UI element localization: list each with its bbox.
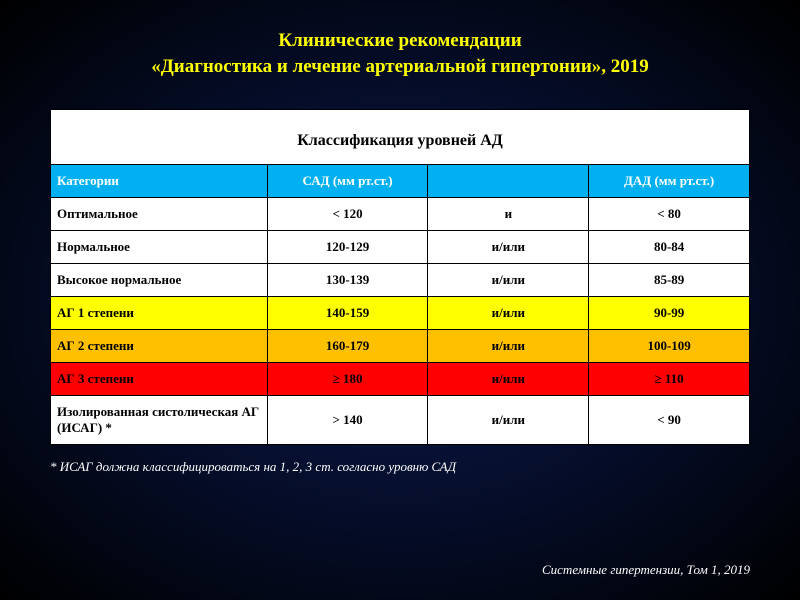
cell-category: Изолированная систолическая АГ (ИСАГ) * bbox=[51, 396, 268, 445]
table-container: Классификация уровней АД Категории САД (… bbox=[50, 109, 750, 445]
cell-sad: 140-159 bbox=[267, 297, 428, 330]
cell-conj: и/или bbox=[428, 396, 589, 445]
cell-category: АГ 1 степени bbox=[51, 297, 268, 330]
cell-category: Высокое нормальное bbox=[51, 264, 268, 297]
cell-dad: < 80 bbox=[589, 198, 750, 231]
cell-sad: 120-129 bbox=[267, 231, 428, 264]
cell-category: Оптимальное bbox=[51, 198, 268, 231]
cell-conj: и/или bbox=[428, 297, 589, 330]
cell-category: Нормальное bbox=[51, 231, 268, 264]
cell-dad: 80-84 bbox=[589, 231, 750, 264]
table-row: АГ 2 степени160-179и/или100-109 bbox=[51, 330, 750, 363]
col-header-conj bbox=[428, 165, 589, 198]
cell-conj: и/или bbox=[428, 264, 589, 297]
table-row: Оптимальное< 120и< 80 bbox=[51, 198, 750, 231]
citation-text: Системные гипертензии, Том 1, 2019 bbox=[542, 562, 750, 578]
col-header-sad: САД (мм рт.ст.) bbox=[267, 165, 428, 198]
cell-conj: и/или bbox=[428, 231, 589, 264]
cell-dad: ≥ 110 bbox=[589, 363, 750, 396]
cell-dad: < 90 bbox=[589, 396, 750, 445]
footnote-text: * ИСАГ должна классифицироваться на 1, 2… bbox=[50, 459, 800, 475]
title-line-1: Клинические рекомендации bbox=[278, 30, 521, 51]
col-header-category: Категории bbox=[51, 165, 268, 198]
cell-category: АГ 2 степени bbox=[51, 330, 268, 363]
cell-sad: ≥ 180 bbox=[267, 363, 428, 396]
table-row: АГ 1 степени140-159и/или90-99 bbox=[51, 297, 750, 330]
cell-category: АГ 3 степени bbox=[51, 363, 268, 396]
table-header-row: Категории САД (мм рт.ст.) ДАД (мм рт.ст.… bbox=[51, 165, 750, 198]
table-title-row: Классификация уровней АД bbox=[51, 110, 750, 165]
table-row: Изолированная систолическая АГ (ИСАГ) *>… bbox=[51, 396, 750, 445]
cell-dad: 85-89 bbox=[589, 264, 750, 297]
slide-title: Клинические рекомендации «Диагностика и … bbox=[0, 0, 800, 79]
table-row: Нормальное120-129и/или80-84 bbox=[51, 231, 750, 264]
bp-classification-table: Классификация уровней АД Категории САД (… bbox=[50, 109, 750, 445]
title-line-2: «Диагностика и лечение артериальной гипе… bbox=[151, 56, 649, 77]
table-row: Высокое нормальное130-139и/или85-89 bbox=[51, 264, 750, 297]
cell-conj: и/или bbox=[428, 330, 589, 363]
cell-sad: 130-139 bbox=[267, 264, 428, 297]
table-row: АГ 3 степени≥ 180и/или≥ 110 bbox=[51, 363, 750, 396]
cell-sad: < 120 bbox=[267, 198, 428, 231]
col-header-dad: ДАД (мм рт.ст.) bbox=[589, 165, 750, 198]
table-title: Классификация уровней АД bbox=[51, 110, 750, 165]
cell-conj: и bbox=[428, 198, 589, 231]
cell-dad: 90-99 bbox=[589, 297, 750, 330]
cell-sad: 160-179 bbox=[267, 330, 428, 363]
cell-dad: 100-109 bbox=[589, 330, 750, 363]
cell-conj: и/или bbox=[428, 363, 589, 396]
cell-sad: > 140 bbox=[267, 396, 428, 445]
